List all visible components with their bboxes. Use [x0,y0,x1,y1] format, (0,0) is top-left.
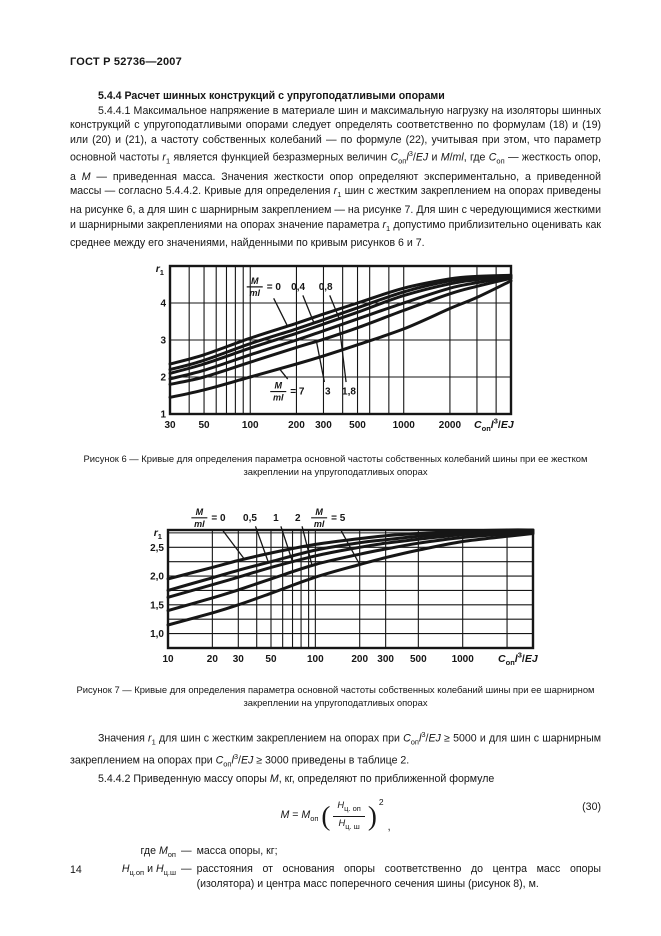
fraction-denominator: Hц. ш [338,818,360,832]
svg-text:1: 1 [273,513,279,524]
where-term: где Mоп [140,844,176,859]
where-definition: масса опоры, кг; [196,844,278,857]
data-curves [166,528,535,627]
svg-text:300: 300 [315,420,332,431]
svg-text:2: 2 [295,513,301,524]
svg-text:r1: r1 [156,263,164,277]
svg-text:ml: ml [249,288,260,298]
svg-text:1,8: 1,8 [342,386,356,397]
curve-labels: Mml = 0 0,5 1 2 Mml = 5 [191,507,361,566]
where-dash: — [181,844,192,857]
svg-text:r1: r1 [154,527,162,541]
where-list: где Mоп — масса опоры, кг; Hц.оп и Hц.ш … [70,844,601,892]
svg-text:M: M [275,380,283,390]
formula-comma: , [387,820,391,833]
svg-text:1,5: 1,5 [150,600,164,611]
curve-labels: Mml = 0 0,4 0,8 Mml = 7 3 1,8 [246,276,356,402]
section-heading: 5.4.4 Расчет шинных конструкций с упруго… [98,90,445,102]
axis-tick-labels: 10 20 30 50 100 200 300 500 1000 1,0 1,5 2,0 2,5 [150,543,474,665]
svg-text:3: 3 [160,335,166,346]
open-paren: ( [321,801,331,832]
svg-text:= 7: = 7 [290,386,305,397]
svg-text:= 0: = 0 [211,513,226,524]
formula-fraction: Hц. оп Hц. ш [333,800,365,833]
formula-lhs: M = Mоп [280,809,319,824]
axis-tick-labels: 30 50 100 200 300 500 1000 2000 1 2 3 4 [160,298,461,431]
svg-text:M: M [196,507,204,517]
svg-text:= 0: = 0 [267,282,282,293]
figure6-caption: Рисунок 6 — Кривые для определения парам… [83,452,588,477]
svg-text:1000: 1000 [393,420,416,431]
svg-text:2,0: 2,0 [150,571,164,582]
svg-text:0,8: 0,8 [319,282,333,293]
svg-text:100: 100 [307,654,324,665]
svg-text:ml: ml [194,519,205,529]
figure7-curves: 10 20 30 50 100 200 300 500 1000 1,0 1,5 2,0 2,5 r1 Cо… [150,507,539,667]
figure7-caption: Рисунок 7 — Кривые для определения парам… [76,683,595,708]
paragraph-table2-values: Значения r1 для шин с жестким закреплени… [70,729,601,769]
svg-text:2,5: 2,5 [150,543,164,554]
page-number: 14 [70,864,82,876]
svg-text:500: 500 [410,654,427,665]
where-term: Hц.оп и Hц.ш [121,863,176,878]
where-definition: расстояния от основания опоры соответств… [196,863,601,890]
where-row-h: Hц.оп и Hц.ш — расстояния от основания о… [70,862,601,891]
svg-text:= 5: = 5 [331,513,346,524]
where-row-mop: где Mоп — масса опоры, кг; [70,844,601,863]
where-dash: — [181,863,192,876]
svg-text:2: 2 [160,372,166,383]
figure7-chart: 10 20 30 50 100 200 300 500 1000 1,0 1,5 2,0 2,5 r1 Cо… [148,498,562,668]
svg-text:20: 20 [207,654,219,665]
svg-text:1,0: 1,0 [150,629,164,640]
svg-text:200: 200 [351,654,368,665]
svg-text:500: 500 [349,420,366,431]
document-header: ГОСТ Р 52736—2007 [70,56,182,68]
paragraph-5-4-4-2: 5.4.4.2 Приведенную массу опоры M, кг, о… [98,773,495,786]
svg-text:50: 50 [265,654,277,665]
svg-text:1: 1 [160,409,166,420]
svg-text:Cопl3/EJ: Cопl3/EJ [474,416,515,433]
svg-text:1000: 1000 [452,654,475,665]
svg-text:0,5: 0,5 [243,513,257,524]
svg-text:M: M [251,276,259,286]
svg-text:ml: ml [314,519,325,529]
svg-text:ml: ml [273,392,284,402]
equation-number: (30) [582,800,601,813]
formula-exponent: 2 [378,796,384,807]
svg-text:30: 30 [164,420,176,431]
svg-text:300: 300 [377,654,394,665]
plot-frame [168,264,513,415]
formula-expression: M = Mоп ( Hц. оп Hц. ш ) 2 , [280,796,391,833]
svg-text:30: 30 [233,654,245,665]
svg-text:2000: 2000 [439,420,462,431]
svg-text:Cопl3/EJ: Cопl3/EJ [498,650,539,667]
svg-text:200: 200 [288,420,305,431]
figure6-curves: 30 50 100 200 300 500 1000 2000 1 2 3 4 r1 Cопl3/EJ Mm… [156,263,515,433]
formula-30: M = Mоп ( Hц. оп Hц. ш ) 2 , (30) [70,796,601,833]
svg-text:100: 100 [242,420,259,431]
svg-text:50: 50 [198,420,210,431]
close-paren: ) [367,801,377,832]
paragraph-5-4-4-1: 5.4.4.1 Максимальное напряжение в матери… [70,104,601,250]
data-curves [168,273,513,399]
svg-text:10: 10 [162,654,174,665]
svg-text:0,4: 0,4 [291,282,305,293]
svg-text:M: M [315,507,323,517]
svg-text:4: 4 [160,298,166,309]
fraction-numerator: Hц. оп [333,800,365,817]
svg-text:3: 3 [325,386,331,397]
